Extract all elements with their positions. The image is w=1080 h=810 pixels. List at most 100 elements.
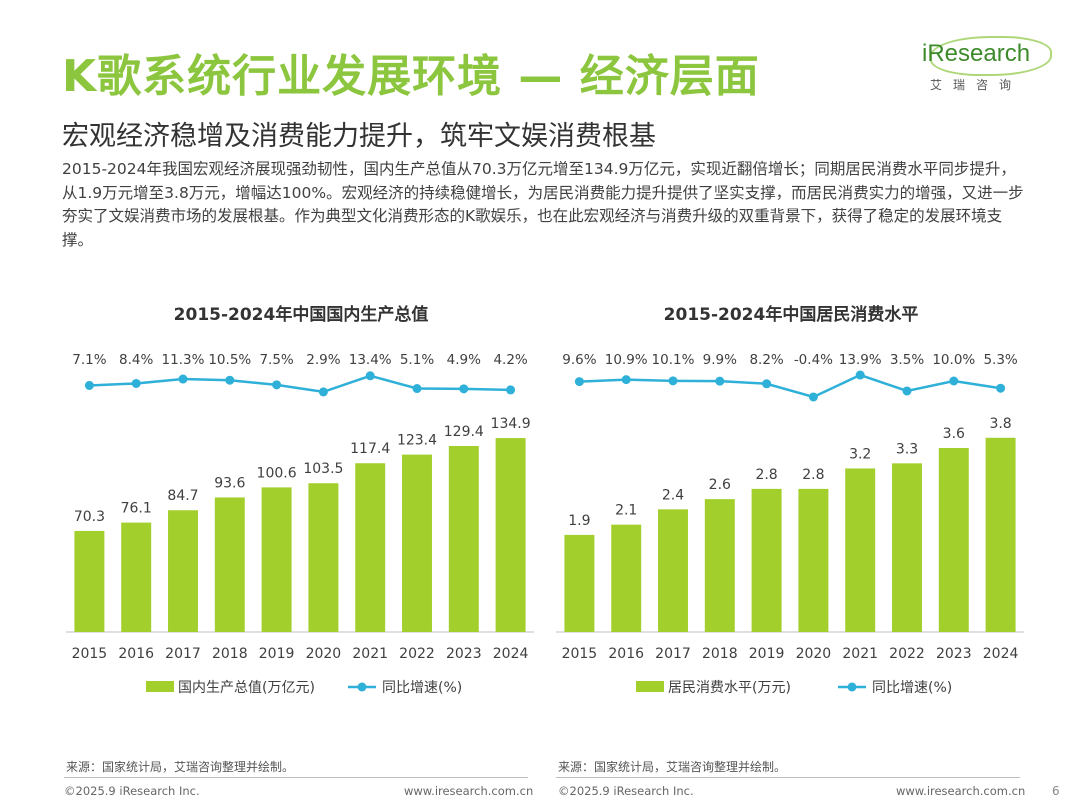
x-tick-label: 2021 — [842, 646, 878, 662]
bar — [751, 488, 782, 632]
legend-bar-label: 国内生产总值(万亿元) — [178, 680, 315, 696]
x-tick-label: 2018 — [702, 646, 738, 662]
growth-label: 5.1% — [400, 352, 434, 368]
bar — [495, 438, 526, 632]
bar-value-label: 2.8 — [755, 467, 777, 483]
x-tick-label: 2020 — [306, 646, 342, 662]
legend-line-label: 同比增速(%) — [382, 680, 462, 696]
bar-value-label: 2.8 — [802, 467, 824, 483]
bar-value-label: 2.6 — [709, 477, 731, 493]
x-tick-label: 2019 — [259, 646, 295, 662]
growth-point — [412, 384, 422, 394]
growth-label: -0.4% — [794, 352, 833, 368]
footer-divider-left — [64, 777, 528, 778]
consumption-source-note: 来源：国家统计局，艾瑞咨询整理并绘制。 — [558, 760, 787, 774]
x-tick-label: 2022 — [399, 646, 435, 662]
growth-label: 13.4% — [349, 352, 392, 368]
growth-point — [621, 375, 631, 385]
growth-point — [365, 371, 375, 381]
x-tick-label: 2016 — [608, 646, 644, 662]
growth-label: 10.1% — [652, 352, 695, 368]
page-number: 6 — [1052, 784, 1060, 798]
bar — [611, 524, 642, 632]
bar — [448, 445, 479, 632]
growth-label: 9.6% — [562, 352, 596, 368]
bar-value-label: 1.9 — [568, 513, 590, 529]
x-tick-label: 2015 — [72, 646, 108, 662]
growth-label: 10.5% — [208, 352, 251, 368]
bar — [308, 483, 339, 632]
bar-value-label: 76.1 — [121, 501, 152, 517]
growth-point — [318, 387, 328, 397]
bar-value-label: 100.6 — [257, 465, 297, 481]
gdp-chart-svg: 2015-2024年中国国内生产总值 70.3 2015 76.1 2016 84.7 20… — [66, 304, 534, 696]
bar-value-label: 3.6 — [943, 426, 965, 442]
footer-copyright-right: ©2025.9 iResearch Inc. — [558, 784, 694, 798]
x-tick-label: 2019 — [749, 646, 785, 662]
consumption-chart-svg: 2015-2024年中国居民消费水平 1.9 2015 2.1 2016 2.4 2017 2… — [556, 304, 1024, 696]
growth-label: 5.3% — [983, 352, 1017, 368]
bar — [704, 499, 735, 632]
x-tick-label: 2018 — [212, 646, 248, 662]
bar — [121, 522, 152, 632]
growth-point — [131, 378, 141, 388]
growth-label: 4.9% — [447, 352, 481, 368]
growth-label: 11.3% — [162, 352, 205, 368]
bar — [355, 463, 386, 632]
bar — [938, 448, 969, 632]
growth-label: 10.0% — [932, 352, 975, 368]
bar — [168, 510, 198, 632]
growth-point — [762, 379, 772, 389]
bar — [658, 509, 688, 632]
gdp-chart: 2015-2024年中国国内生产总值 70.3 2015 76.1 2016 84.7 20… — [66, 292, 536, 712]
logo-brand: iResearch — [922, 40, 1031, 67]
bar-value-label: 129.4 — [444, 424, 484, 440]
growth-label: 7.5% — [259, 352, 293, 368]
bar — [985, 437, 1016, 632]
x-tick-label: 2017 — [655, 646, 691, 662]
bar-value-label: 103.5 — [303, 461, 343, 477]
x-tick-label: 2024 — [493, 646, 529, 662]
legend-line-marker — [357, 682, 367, 692]
bar-value-label: 2.4 — [662, 487, 684, 503]
growth-point — [715, 376, 725, 386]
x-tick-label: 2017 — [165, 646, 201, 662]
bar — [402, 454, 432, 632]
bar-value-label: 70.3 — [74, 509, 105, 525]
x-tick-label: 2023 — [446, 646, 482, 662]
footer-divider-right — [556, 777, 1020, 778]
logo-subtitle: 艾瑞咨询 — [930, 78, 1023, 92]
growth-label: 13.9% — [839, 352, 882, 368]
gdp-source-note: 来源：国家统计局，艾瑞咨询整理并绘制。 — [66, 760, 295, 774]
bar — [798, 488, 829, 632]
growth-point — [178, 374, 188, 384]
growth-label: 2.9% — [306, 352, 340, 368]
bar-value-label: 3.8 — [989, 416, 1011, 432]
growth-point — [949, 376, 959, 386]
iresearch-logo: iResearch 艾瑞咨询 — [922, 36, 1052, 98]
bar — [892, 463, 922, 632]
bar-value-label: 123.4 — [397, 433, 437, 449]
growth-label: 8.4% — [119, 352, 153, 368]
bar — [74, 530, 105, 632]
growth-point — [808, 392, 818, 402]
bar — [564, 534, 595, 632]
bar-value-label: 2.1 — [615, 503, 637, 519]
growth-point — [225, 375, 235, 385]
x-tick-label: 2016 — [118, 646, 154, 662]
footer-url-left: www.iresearch.com.cn — [404, 784, 534, 798]
x-tick-label: 2021 — [352, 646, 388, 662]
chart-title: 2015-2024年中国国内生产总值 — [174, 304, 429, 325]
legend-bar-swatch — [146, 681, 174, 692]
intro-paragraph: 2015-2024年我国宏观经济展现强劲韧性，国内生产总值从70.3万亿元增至1… — [62, 160, 1024, 249]
growth-point — [272, 380, 282, 390]
x-tick-label: 2023 — [936, 646, 972, 662]
growth-line — [579, 373, 1001, 399]
growth-point — [84, 380, 94, 390]
footer-copyright-left: ©2025.9 iResearch Inc. — [64, 784, 200, 798]
growth-label: 9.9% — [703, 352, 737, 368]
growth-label: 10.9% — [605, 352, 648, 368]
bar-value-label: 134.9 — [491, 416, 531, 432]
bar — [214, 497, 245, 632]
page-title: K歌系统行业发展环境 — 经济层面 — [62, 51, 760, 102]
